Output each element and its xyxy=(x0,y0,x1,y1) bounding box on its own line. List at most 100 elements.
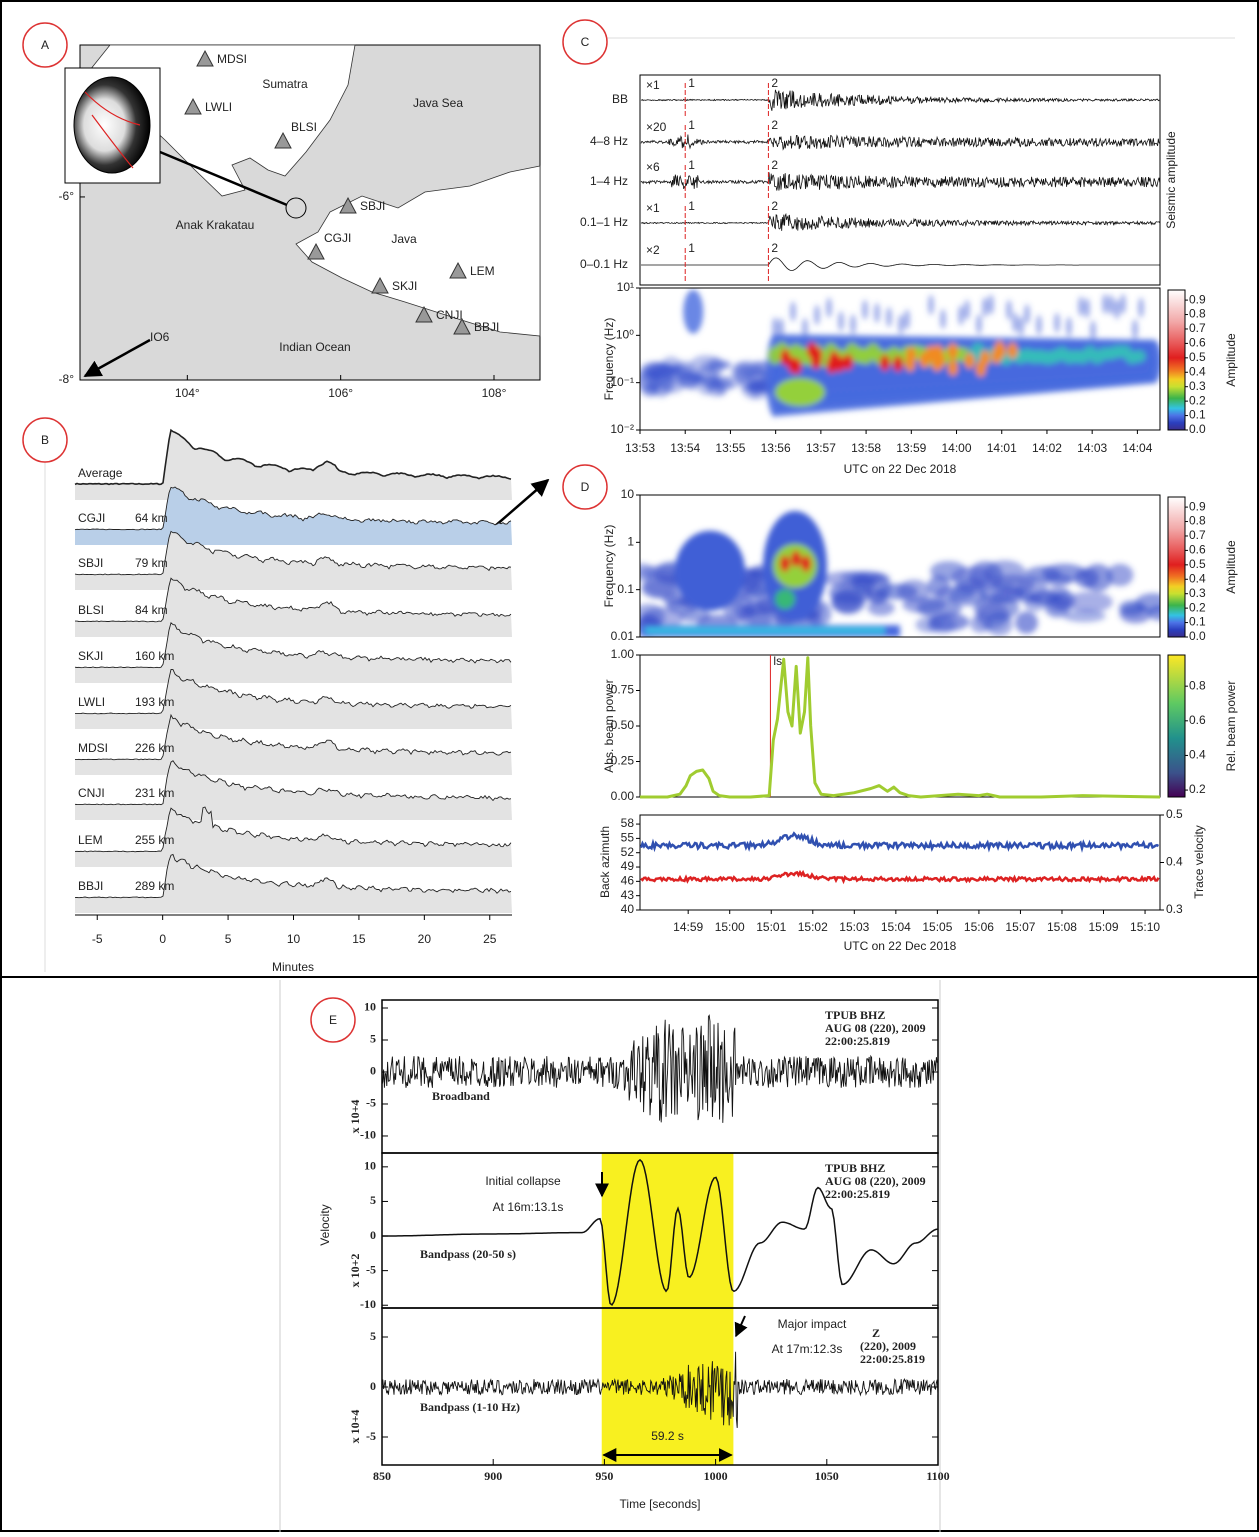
y-axis-label: Velocity xyxy=(318,1204,332,1245)
spectral-blob xyxy=(826,297,832,318)
spectral-blob xyxy=(1015,611,1038,634)
y-tick-label: 0.3 xyxy=(1166,902,1183,916)
spectrogram xyxy=(640,511,1160,637)
spectral-blob xyxy=(1078,296,1084,317)
y-tick-label: 58 xyxy=(621,816,635,830)
subplot-header: 22:00:25.819 xyxy=(860,1352,925,1366)
spectral-blob xyxy=(790,301,796,322)
trace xyxy=(74,853,512,899)
spectral-blob xyxy=(964,299,970,320)
station-marker xyxy=(339,196,357,214)
subplot-header: 22:00:25.819 xyxy=(825,1034,890,1048)
spectral-band xyxy=(645,627,885,634)
trace-distance: 255 km xyxy=(135,833,174,847)
x-tick-label: 14:04 xyxy=(1122,441,1152,455)
spectral-blob xyxy=(811,353,822,370)
back-azimuth-line xyxy=(639,831,1160,853)
y-tick-label: -6° xyxy=(59,189,75,203)
y-tick-label: 0.6 xyxy=(1189,713,1206,727)
spectral-blob xyxy=(976,314,982,335)
trace-fill xyxy=(75,760,512,820)
spectral-blob xyxy=(640,563,656,582)
subplot-header: 22:00:25.819 xyxy=(825,1187,890,1201)
spectral-blob xyxy=(976,601,1010,630)
y-tick-label: 0.2 xyxy=(1189,600,1206,614)
trace-label: SBJI xyxy=(78,556,103,570)
spectral-blob xyxy=(1120,293,1126,314)
y-axis-label: Abs. beam power xyxy=(602,679,616,772)
spectral-blob xyxy=(935,585,975,602)
panel-letter: A xyxy=(41,38,49,52)
spectral-blob xyxy=(1062,609,1106,623)
y-tick-label: 55 xyxy=(621,831,635,845)
station-label: LEM xyxy=(470,264,495,278)
trace-label: BLSI xyxy=(78,603,104,617)
spectral-blob xyxy=(1066,316,1072,337)
trace-gain: ×1 xyxy=(646,201,660,215)
x-tick-label: 25 xyxy=(483,932,497,946)
spectral-blob xyxy=(991,347,1002,364)
krakatau-circle xyxy=(285,197,307,219)
trace-distance: 160 km xyxy=(135,649,174,663)
trace-fill xyxy=(75,430,512,500)
spectral-blob xyxy=(1082,563,1113,592)
x-axis-label: Time [seconds] xyxy=(620,1497,701,1511)
y-tick-label: 0 xyxy=(370,1379,376,1393)
y-tick-label: 1 xyxy=(627,535,634,549)
y-tick-label: 0.1 xyxy=(1189,408,1206,422)
y-tick-label: 0.5 xyxy=(1189,350,1206,364)
trace-label: LWLI xyxy=(78,695,105,709)
marker-label: 2 xyxy=(771,241,778,255)
y-tick-label: 0.1 xyxy=(1189,615,1206,629)
waveform xyxy=(382,1158,938,1307)
spectral-blob xyxy=(838,311,844,332)
y-tick-label: 0.25 xyxy=(611,754,635,768)
spectral-blob xyxy=(1024,304,1030,325)
x-tick-label: 13:55 xyxy=(715,441,745,455)
y-tick-label: 0.8 xyxy=(1189,307,1206,321)
trace-label: 0.1–1 Hz xyxy=(580,215,628,229)
trace-fill xyxy=(75,622,512,683)
station-label: SBJI xyxy=(360,199,385,213)
waveform xyxy=(640,172,1161,191)
spectral-blob xyxy=(850,314,856,335)
inset-image xyxy=(73,76,151,174)
station-label: BLSI xyxy=(291,120,317,134)
x-tick-label: 14:01 xyxy=(987,441,1017,455)
marker-label: 1 xyxy=(688,158,695,172)
y-tick-label: 49 xyxy=(621,859,635,873)
y-tick-label: 0.4 xyxy=(1189,571,1206,585)
y-tick-label: 0.2 xyxy=(1189,782,1206,796)
place-label: Java Sea xyxy=(413,96,463,110)
waveform xyxy=(640,134,1160,151)
y-axis-label: Frequency (Hz) xyxy=(602,318,616,401)
trace-distance: 79 km xyxy=(135,556,168,570)
marker-label: 2 xyxy=(771,76,778,90)
trace-label: Average xyxy=(78,466,123,480)
place-label: Java xyxy=(391,232,417,246)
plot-frame xyxy=(639,814,1161,911)
spectral-blob xyxy=(1007,342,1018,359)
y-tick-label: 43 xyxy=(621,888,635,902)
trace-distance: 64 km xyxy=(135,511,168,525)
x-tick-label: 13:58 xyxy=(851,441,881,455)
spectral-blob xyxy=(879,354,890,371)
y-tick-label: 10 xyxy=(364,1000,376,1014)
x-tick-label: 900 xyxy=(484,1469,502,1483)
place-label: Sumatra xyxy=(262,77,308,91)
place-label: Anak Krakatau xyxy=(176,218,255,232)
trace-label: CGJI xyxy=(78,511,105,525)
map xyxy=(64,44,541,381)
subplot-header: AUG 08 (220), 2009 xyxy=(825,1174,926,1188)
spectral-blob xyxy=(958,305,964,326)
x-axis-label: UTC on 22 Dec 2018 xyxy=(844,462,957,476)
marker-label: 1 xyxy=(688,76,695,90)
spectral-blob xyxy=(645,375,676,389)
spectral-blob xyxy=(988,294,994,315)
spectral-blob xyxy=(772,317,778,338)
y-tick-label: 0.75 xyxy=(611,683,635,697)
station-label: MDSI xyxy=(217,52,247,66)
spectral-blob xyxy=(1132,350,1146,363)
spectral-blob xyxy=(1114,299,1120,320)
